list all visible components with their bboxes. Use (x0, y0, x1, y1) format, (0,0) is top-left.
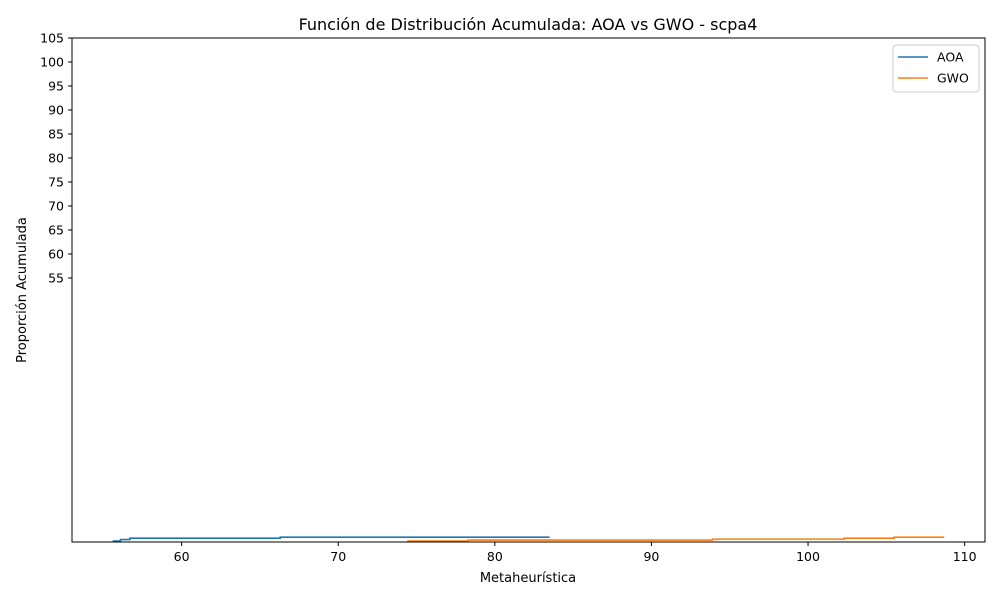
x-tick-label: 80 (487, 549, 503, 564)
legend-label-gwo: GWO (937, 71, 969, 86)
y-tick-label: 90 (48, 103, 64, 118)
x-axis: 60 70 80 90 100 110 (174, 542, 977, 564)
y-tick-label: 105 (40, 31, 64, 46)
plot-area (71, 37, 986, 543)
y-tick-label: 95 (48, 79, 64, 94)
y-tick-label: 80 (48, 151, 64, 166)
legend: AOA GWO (892, 44, 980, 93)
x-axis-label: Metaheurística (480, 571, 576, 586)
y-tick-label: 60 (48, 247, 64, 262)
x-tick-label: 60 (174, 549, 190, 564)
y-tick-label: 100 (40, 55, 64, 70)
y-tick-label: 55 (48, 271, 64, 286)
y-axis: 55 60 65 70 75 80 85 90 95 100 105 (40, 31, 72, 286)
series-layer (112, 536, 945, 542)
y-tick-label: 70 (48, 199, 64, 214)
y-tick-label: 85 (48, 127, 64, 142)
series-line-gwo (407, 536, 945, 542)
x-tick-label: 70 (330, 549, 346, 564)
chart-title: Función de Distribución Acumulada: AOA v… (299, 15, 758, 34)
x-tick-label: 110 (953, 549, 977, 564)
legend-label-aoa: AOA (937, 50, 964, 65)
x-tick-label: 100 (796, 549, 820, 564)
plot-background (72, 38, 985, 542)
y-axis-label: Proporción Acumulada (15, 217, 30, 363)
plot-border (71, 37, 986, 543)
y-tick-label: 65 (48, 223, 64, 238)
x-tick-label: 90 (643, 549, 659, 564)
y-tick-label: 75 (48, 175, 64, 190)
series-line-aoa (112, 536, 550, 542)
